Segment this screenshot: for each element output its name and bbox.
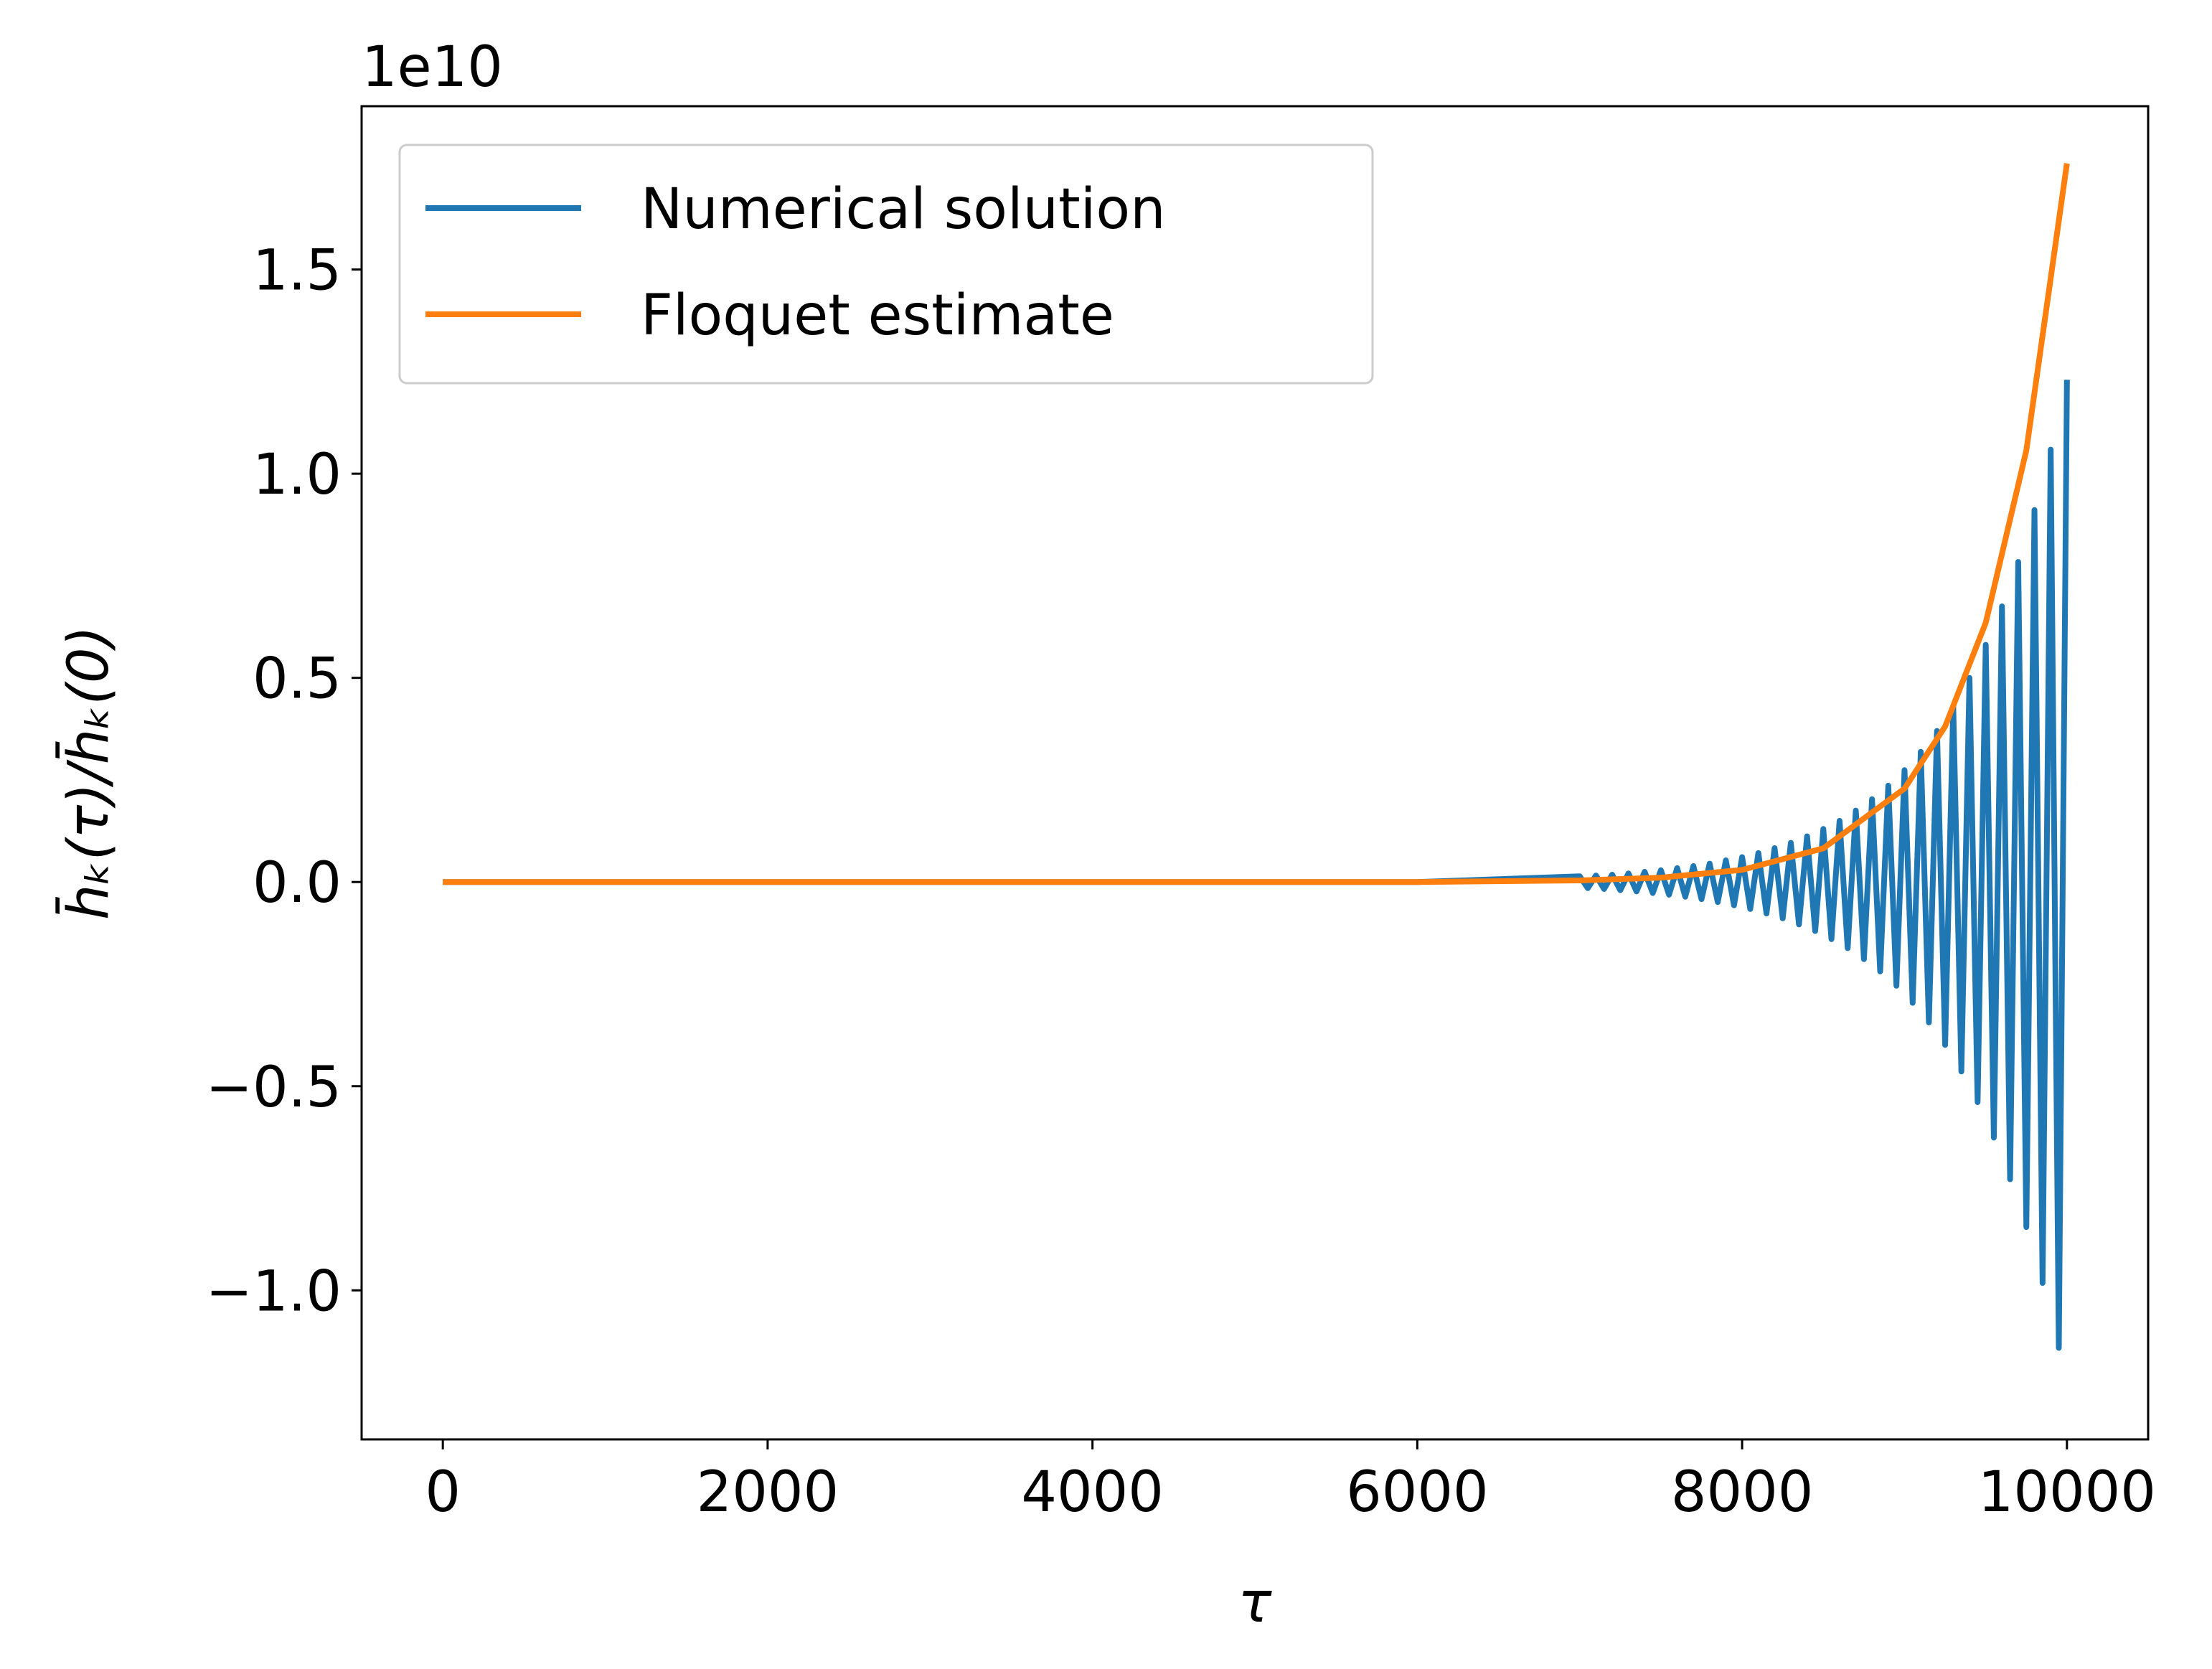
- y-offset-label: 1e10: [362, 35, 503, 100]
- y-tick-label: 1.0: [253, 443, 342, 507]
- axes-frame: [360, 105, 2150, 1441]
- plot-area: [443, 163, 2070, 1351]
- y-tick-label: 1.5: [253, 239, 342, 304]
- y-tick-label: 0.0: [253, 851, 342, 916]
- x-tick-label: 8000: [1671, 1460, 1814, 1525]
- x-tick-label: 2000: [697, 1460, 839, 1525]
- x-tick-label: 10000: [1978, 1460, 2156, 1525]
- legend-box: [398, 144, 1374, 385]
- series-line: [443, 380, 2070, 1351]
- x-tick-label: 6000: [1346, 1460, 1489, 1525]
- x-axis-label: τ: [1238, 1571, 1273, 1635]
- y-tick-label: 0.5: [253, 647, 342, 712]
- series-line: [443, 163, 2070, 885]
- legend-label: Numerical solution: [641, 177, 1166, 242]
- x-tick-label: 4000: [1021, 1460, 1164, 1525]
- y-axis-label: h̄ₖ(τ)/h̄ₖ(0): [55, 626, 121, 920]
- y-tick-label: −0.5: [206, 1056, 342, 1120]
- y-tick-label: −1.0: [206, 1259, 342, 1324]
- x-tick-label: 0: [425, 1460, 461, 1525]
- legend-label: Floquet estimate: [641, 283, 1114, 348]
